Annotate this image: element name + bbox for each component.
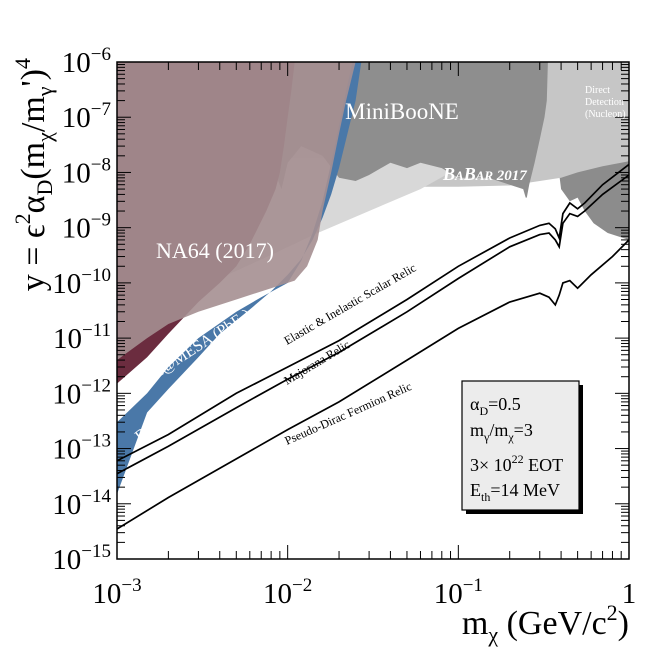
param-eth: Eth=14 MeV [470, 480, 560, 504]
x-tick-label: 10−1 [434, 575, 483, 610]
plot-frame [116, 61, 630, 560]
y-tick-label: 10−7 [62, 99, 111, 134]
y-tick-label: 10−10 [52, 265, 111, 300]
param-alpha-d: αD=0.5 [470, 394, 521, 418]
x-tick-label: 10−2 [263, 575, 312, 610]
y-tick-label: 10−14 [52, 486, 111, 521]
region-na64-2017 [117, 62, 356, 361]
x-tick-label: 10−3 [92, 575, 141, 610]
direct-detection-label: Detection [585, 97, 624, 108]
y-tick-label: 10−15 [52, 541, 111, 576]
y-tick-label: 10−11 [53, 320, 111, 355]
y-tick-label: 10−13 [52, 431, 111, 466]
y-tick-label: 10−6 [62, 44, 111, 79]
y-tick-label: 10−12 [52, 375, 111, 410]
curve-majorana-relic [117, 174, 629, 475]
params-box-shadow-right [579, 385, 583, 514]
pseudo-dirac-relic-label: Pseudo-Dirac Fermion Relic [283, 379, 414, 448]
babar-label: BABAR 2017 [442, 164, 527, 184]
param-eot: 3× 1022 EOT [470, 452, 563, 475]
na64-label: NA64 (2017) [156, 238, 274, 263]
y-tick-label: 10−9 [62, 210, 111, 245]
curve-elastic-inelastic-scalar-relic [117, 163, 629, 462]
x-tick-label: 1 [622, 578, 637, 610]
x-axis-title: mχ (GeV/c2) [462, 600, 629, 647]
curve-pseudo-dirac-fermion-relic [117, 239, 629, 530]
param-mass-ratio: mγ/mχ=3 [470, 420, 533, 444]
params-box [461, 380, 580, 511]
direct-detection-label: Direct [585, 85, 610, 96]
params-box-shadow-bottom [466, 510, 583, 514]
direct-detection-label: (Nucleon) [585, 109, 626, 120]
y-tick-label: 10−8 [62, 154, 111, 189]
miniboone-label: MiniBooNE [345, 99, 459, 124]
y-axis-title: y = ϵ2αD(mχ/mγ')4 [10, 58, 57, 291]
